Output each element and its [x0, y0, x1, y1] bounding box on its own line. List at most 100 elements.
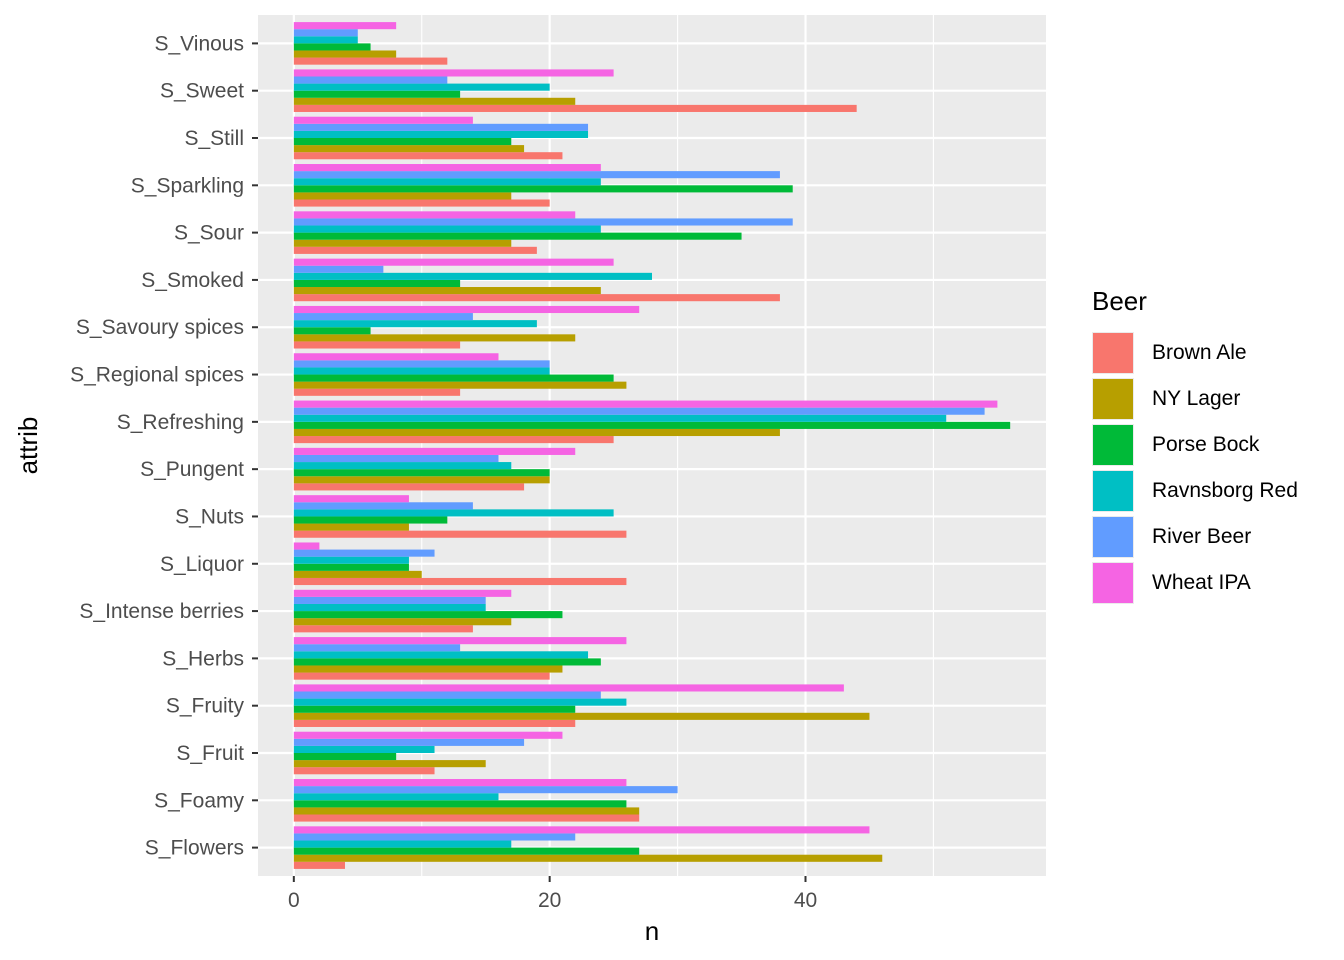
bar: [293, 374, 614, 382]
bar: [293, 509, 614, 517]
y-tick-label: S_Pungent: [140, 458, 244, 481]
bar: [293, 83, 550, 91]
bar: [293, 239, 512, 247]
legend-item-porse-bock: Porse Bock: [1092, 422, 1298, 468]
legend-label: River Beer: [1152, 525, 1252, 548]
bar: [293, 462, 512, 470]
bar: [293, 43, 371, 51]
bar: [293, 400, 998, 408]
bar: [293, 258, 614, 266]
bar: [293, 760, 486, 768]
legend-label: Brown Ale: [1152, 341, 1247, 364]
bar: [293, 171, 780, 179]
legend-label: Porse Bock: [1152, 433, 1260, 456]
bar: [293, 861, 345, 869]
bar: [293, 570, 422, 578]
bar: [293, 625, 473, 633]
legend-swatch: [1093, 379, 1133, 419]
legend-swatch: [1093, 333, 1133, 373]
bar: [293, 738, 525, 746]
bar: [293, 428, 780, 437]
y-axis-title: attrib: [13, 417, 43, 475]
bar: [293, 826, 870, 834]
y-tick-label: S_Sparkling: [131, 174, 244, 197]
bar: [293, 367, 550, 375]
bar: [293, 123, 589, 131]
bar: [293, 618, 512, 626]
bar: [293, 414, 947, 422]
bar: [293, 199, 550, 207]
bar: [293, 691, 601, 699]
bar: [293, 807, 640, 815]
bar: [293, 421, 1011, 429]
legend-label: Wheat IPA: [1152, 571, 1251, 594]
y-tick-label: S_Savoury spices: [76, 316, 244, 339]
bar: [293, 436, 614, 444]
y-tick-label: S_Sour: [174, 222, 244, 245]
bar: [293, 313, 473, 321]
bar: [293, 178, 601, 186]
y-tick-label: S_Still: [184, 127, 244, 150]
legend-item-ny-lager: NY Lager: [1092, 376, 1298, 422]
bar: [293, 833, 576, 841]
bar: [293, 719, 576, 727]
legend-key: [1092, 332, 1134, 374]
y-tick-label: S_Foamy: [154, 789, 244, 812]
bar: [293, 530, 627, 538]
legend-swatch: [1093, 425, 1133, 465]
bar: [293, 658, 601, 666]
bar: [293, 793, 499, 801]
bar: [293, 29, 358, 37]
y-tick-label: S_Fruit: [176, 742, 244, 765]
legend-key: [1092, 424, 1134, 466]
bar: [293, 476, 550, 484]
bar: [293, 130, 589, 138]
legend-key: [1092, 378, 1134, 420]
bar: [293, 185, 793, 193]
bar: [293, 589, 512, 597]
y-tick-label: S_Herbs: [162, 647, 244, 670]
bar: [293, 731, 563, 739]
legend: Beer Brown Ale NY Lager Porse Bock Ravns…: [1092, 284, 1298, 606]
bar: [293, 272, 652, 280]
bar: [293, 502, 473, 510]
bar: [293, 341, 461, 349]
bar: [293, 556, 409, 564]
bar: [293, 779, 627, 787]
legend-item-river-beer: River Beer: [1092, 514, 1298, 560]
bar: [293, 287, 601, 295]
bar: [293, 97, 576, 105]
bar: [293, 814, 640, 822]
bar: [293, 145, 525, 153]
bar: [293, 353, 499, 361]
y-tick-label: S_Refreshing: [117, 411, 244, 434]
bar: [293, 516, 448, 524]
bar: [293, 211, 576, 219]
bar: [293, 483, 525, 491]
legend-swatch: [1093, 563, 1133, 603]
bar: [293, 246, 537, 254]
bar: [293, 549, 435, 557]
bar: [293, 611, 563, 619]
bar: [293, 104, 857, 112]
bar: [293, 542, 320, 550]
bar: [293, 192, 512, 200]
bar: [293, 36, 358, 44]
bar: [293, 265, 384, 273]
bar: [293, 644, 461, 652]
y-tick-label: S_Liquor: [160, 553, 244, 576]
bar: [293, 651, 589, 659]
legend-key: [1092, 470, 1134, 512]
bar: [293, 116, 473, 124]
legend-key: [1092, 516, 1134, 558]
legend-item-wheat-ipa: Wheat IPA: [1092, 560, 1298, 606]
bar: [293, 388, 461, 396]
bar: [293, 138, 512, 146]
legend-swatch: [1093, 517, 1133, 557]
bar: [293, 454, 499, 463]
bar: [293, 563, 409, 571]
bar: [293, 767, 435, 775]
y-tick-label: S_Smoked: [141, 269, 244, 292]
bar: [293, 800, 627, 808]
